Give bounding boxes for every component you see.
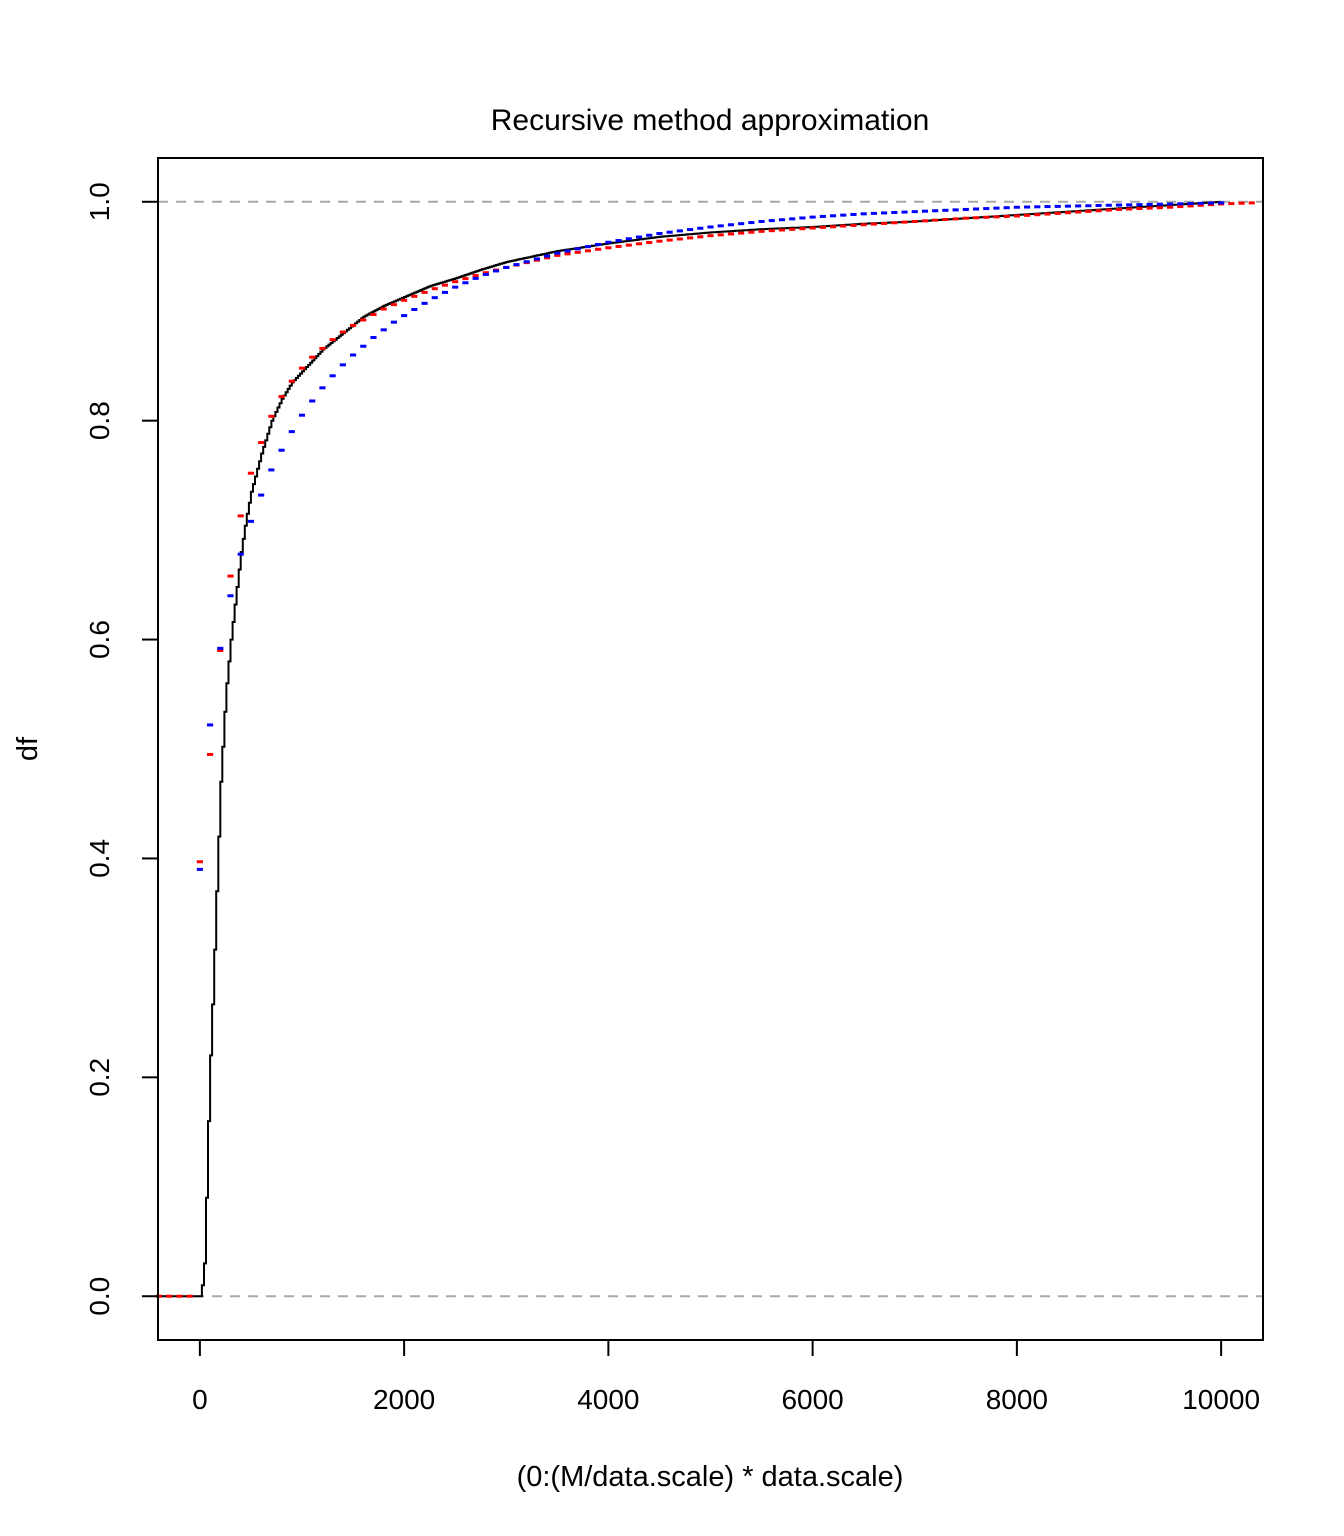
plot-frame xyxy=(157,157,1264,1341)
y-axis-label: df xyxy=(12,736,44,761)
x-tick-label: 0 xyxy=(192,1384,208,1415)
y-tick-label: 1.0 xyxy=(84,182,115,221)
series-layer xyxy=(155,200,1255,1298)
y-tick-label: 0.8 xyxy=(84,401,115,440)
chart-title: Recursive method approximation xyxy=(491,104,930,137)
x-axis: 0 2000 4000 6000 8000 10000 xyxy=(192,1339,1260,1415)
y-tick-label: 0.4 xyxy=(84,839,115,878)
y-axis: 0.0 0.2 0.4 0.6 0.8 1.0 xyxy=(84,182,158,1316)
x-tick-label: 2000 xyxy=(373,1384,435,1415)
series-2 xyxy=(155,201,1255,1298)
x-tick-label: 10000 xyxy=(1182,1384,1260,1415)
y-tick-label: 0.6 xyxy=(84,620,115,659)
x-tick-label: 4000 xyxy=(577,1384,639,1415)
series-1 xyxy=(159,200,1223,1298)
y-tick-label: 0.2 xyxy=(84,1058,115,1097)
x-axis-label: (0:(M/data.scale) * data.scale) xyxy=(517,1461,904,1493)
series-3 xyxy=(196,201,1225,871)
x-tick-label: 6000 xyxy=(781,1384,843,1415)
reference-lines xyxy=(158,200,1263,1298)
x-tick-label: 8000 xyxy=(986,1384,1048,1415)
y-tick-label: 0.0 xyxy=(84,1277,115,1316)
series-line xyxy=(159,200,1223,1298)
